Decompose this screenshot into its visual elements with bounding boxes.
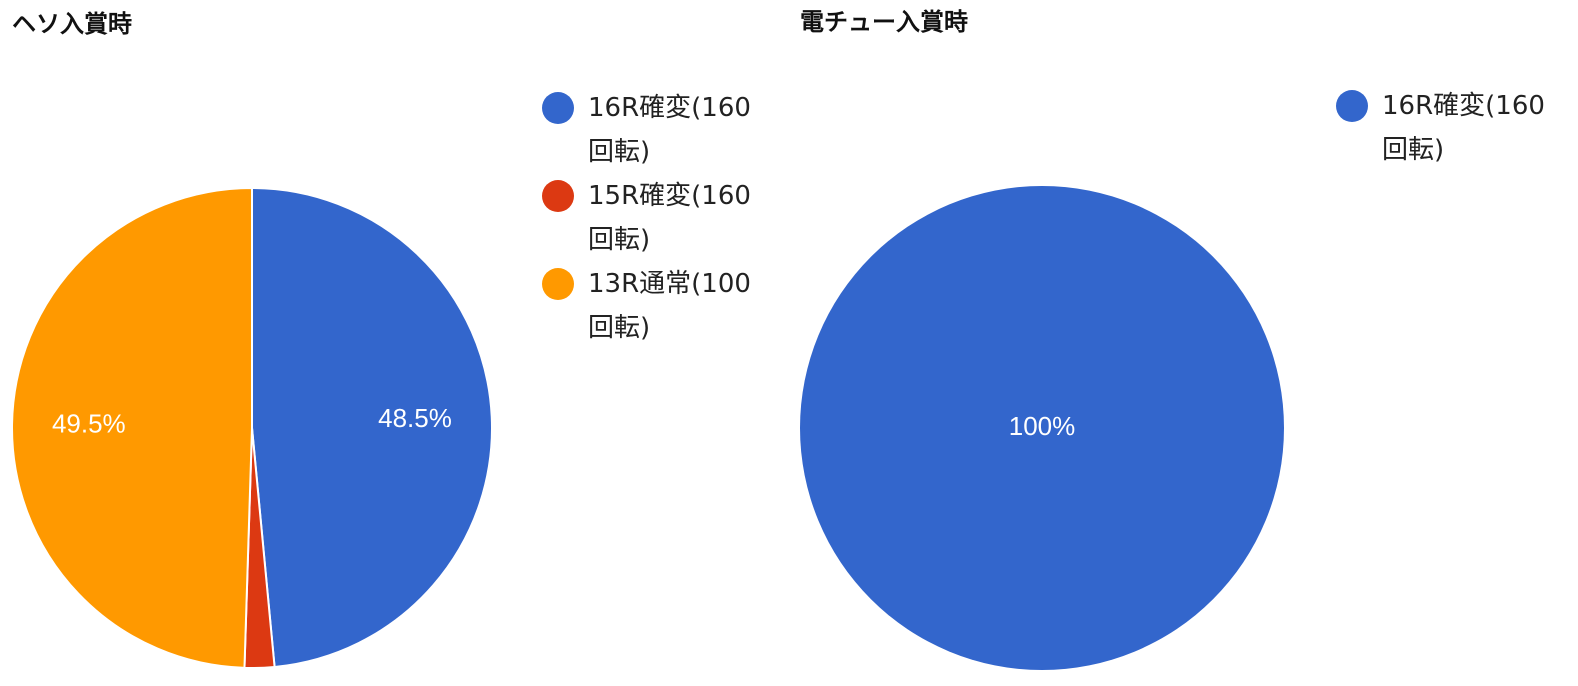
legend-color-dot-icon xyxy=(1336,90,1368,122)
legend-item-16r-160[interactable]: 16R確変(160 回転) xyxy=(1336,84,1545,172)
legend-label: 16R確変(160 xyxy=(588,93,751,123)
slice-value-label: 49.5% xyxy=(52,408,126,438)
legend-color-dot-icon xyxy=(542,92,574,124)
legend-label: 15R確変(160 xyxy=(588,181,751,211)
legend-label: 13R通常(100 xyxy=(588,269,751,299)
legend-color-dot-icon xyxy=(542,268,574,300)
legend-item-13r-100[interactable]: 13R通常(100 回転) xyxy=(542,262,751,350)
legend-color-dot-icon xyxy=(542,180,574,212)
legend-label: 16R確変(160 xyxy=(1382,91,1545,121)
legend-label: 回転) xyxy=(588,225,651,255)
pie-slice-16r-160[interactable] xyxy=(251,186,493,669)
legend-item-15r-160[interactable]: 15R確変(160 回転) xyxy=(542,174,751,262)
pie-chart-heso: 48.5% 49.5% xyxy=(11,186,493,670)
pie-slice-13r-100[interactable] xyxy=(11,186,253,669)
pie-chart-denchu: 100% xyxy=(800,186,1284,670)
legend-item-16r-160[interactable]: 16R確変(160 回転) xyxy=(542,86,751,174)
slice-value-label: 48.5% xyxy=(378,403,452,433)
legend-denchu: 16R確変(160 回転) xyxy=(1336,84,1545,172)
chart-title-heso: ヘソ入賞時 xyxy=(12,10,132,38)
legend-label: 回転) xyxy=(588,313,651,343)
pie-slice-16r-160[interactable] xyxy=(800,186,1284,670)
chart-title-denchu: 電チュー入賞時 xyxy=(800,8,968,36)
legend-label: 回転) xyxy=(588,137,651,167)
legend-heso: 16R確変(160 回転) 15R確変(160 回転) 13R通常(100 回転) xyxy=(542,86,751,350)
slice-value-label: 100% xyxy=(1009,411,1076,441)
legend-label: 回転) xyxy=(1382,135,1445,165)
